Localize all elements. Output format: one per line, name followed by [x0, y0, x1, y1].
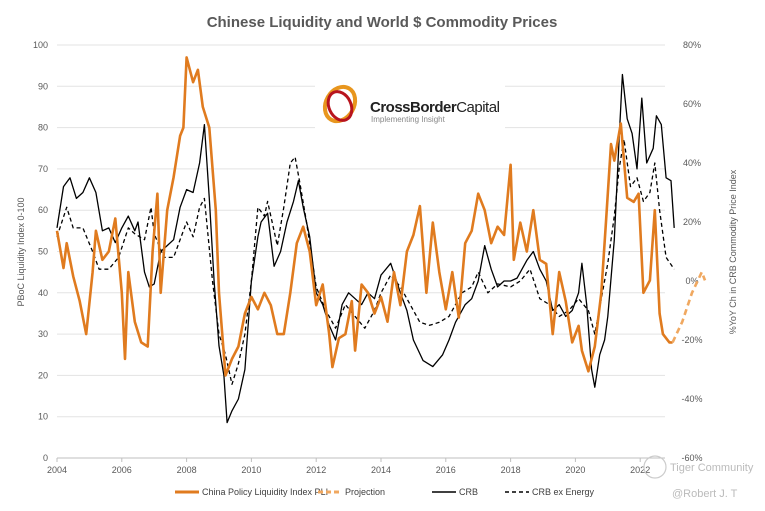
logo-name: CrossBorder	[370, 99, 457, 116]
legend-label: CRB	[459, 487, 478, 497]
legend-label: China Policy Liquidity Index PLI	[202, 487, 328, 497]
watermark-community: Tiger Community	[670, 462, 754, 474]
legend: China Policy Liquidity Index PLI Projecti…	[175, 487, 595, 497]
logo-name2: Capital	[456, 99, 499, 116]
series-lines	[55, 56, 707, 424]
left-tick-label: 40	[38, 288, 48, 298]
left-axis-label: PBoC Liquidity Index 0-100	[16, 197, 26, 306]
x-tick-label: 2014	[371, 465, 391, 475]
right-tick-label: -60%	[681, 453, 702, 463]
x-tick-label: 2018	[501, 465, 521, 475]
series-line-china-policy-liquidity-index-pli	[55, 56, 673, 377]
svg-text:CrossBorderCapital: CrossBorderCapital	[370, 99, 500, 116]
left-tick-label: 0	[43, 453, 48, 463]
right-tick-label: -40%	[681, 394, 702, 404]
right-tick-label: 60%	[683, 99, 701, 109]
legend-label: Projection	[345, 487, 385, 497]
right-tick-label: -20%	[681, 335, 702, 345]
tick-labels: 0 10 20 30 40 50 60 70 80 90 100 -60% -40% -20% 0% 20% 4…	[33, 40, 703, 475]
left-tick-label: 20	[38, 370, 48, 380]
x-tick-label: 2008	[177, 465, 197, 475]
left-tick-label: 90	[38, 81, 48, 91]
series-line-projection	[671, 270, 707, 343]
chart-title: Chinese Liquidity and World $ Commodity …	[207, 14, 558, 31]
left-tick-label: 80	[38, 123, 48, 133]
x-tick-label: 2016	[436, 465, 456, 475]
x-tick-label: 2004	[47, 465, 67, 475]
tiger-logo-icon	[643, 455, 667, 479]
logo-tagline: Implementing Insight	[371, 115, 446, 124]
left-tick-label: 50	[38, 247, 48, 257]
logo: CrossBorderCapital Implementing Insight	[315, 80, 505, 130]
left-tick-label: 60	[38, 205, 48, 215]
left-tick-label: 70	[38, 164, 48, 174]
x-tick-label: 2010	[241, 465, 261, 475]
left-tick-label: 10	[38, 412, 48, 422]
series-line-crb	[56, 73, 675, 424]
right-tick-label: 0%	[685, 276, 698, 286]
x-tick-label: 2020	[565, 465, 585, 475]
right-tick-label: 80%	[683, 40, 701, 50]
left-tick-label: 30	[38, 329, 48, 339]
right-tick-label: 40%	[683, 158, 701, 168]
left-tick-label: 100	[33, 40, 48, 50]
right-tick-label: 20%	[683, 217, 701, 227]
right-axis-label: %YoY Ch in CRB Commodity Price Index	[728, 169, 738, 334]
x-tick-label: 2012	[306, 465, 326, 475]
watermark-author: @Robert J. T	[672, 488, 738, 500]
legend-label: CRB ex Energy	[532, 487, 595, 497]
x-tick-label: 2006	[112, 465, 132, 475]
x-tick-label: 2022	[630, 465, 650, 475]
